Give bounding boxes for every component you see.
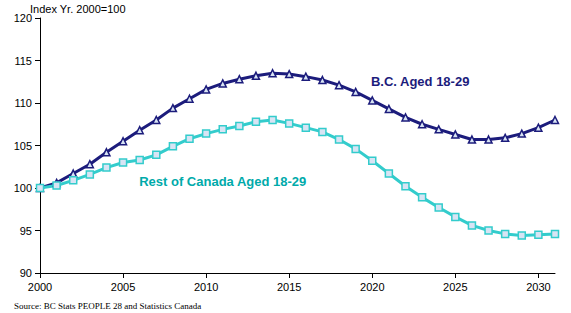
svg-text:B.C. Aged 18-29: B.C. Aged 18-29 [371, 74, 470, 89]
svg-text:105: 105 [14, 140, 32, 152]
svg-text:2015: 2015 [277, 281, 301, 293]
svg-text:Source: BC Stats PEOPLE 28 and: Source: BC Stats PEOPLE 28 and Statistic… [14, 301, 201, 311]
svg-text:2000: 2000 [28, 281, 52, 293]
svg-text:120: 120 [14, 12, 32, 24]
svg-text:Index Yr. 2000=100: Index Yr. 2000=100 [30, 3, 126, 15]
svg-text:90: 90 [20, 267, 32, 279]
svg-text:2025: 2025 [443, 281, 467, 293]
svg-text:2010: 2010 [194, 281, 218, 293]
svg-text:Rest of Canada Aged 18-29: Rest of Canada Aged 18-29 [139, 174, 306, 189]
svg-text:2030: 2030 [526, 281, 550, 293]
svg-text:115: 115 [14, 55, 32, 67]
svg-text:110: 110 [14, 97, 32, 109]
svg-text:100: 100 [14, 182, 32, 194]
svg-text:2005: 2005 [111, 281, 135, 293]
svg-text:95: 95 [20, 225, 32, 237]
svg-text:2020: 2020 [360, 281, 384, 293]
